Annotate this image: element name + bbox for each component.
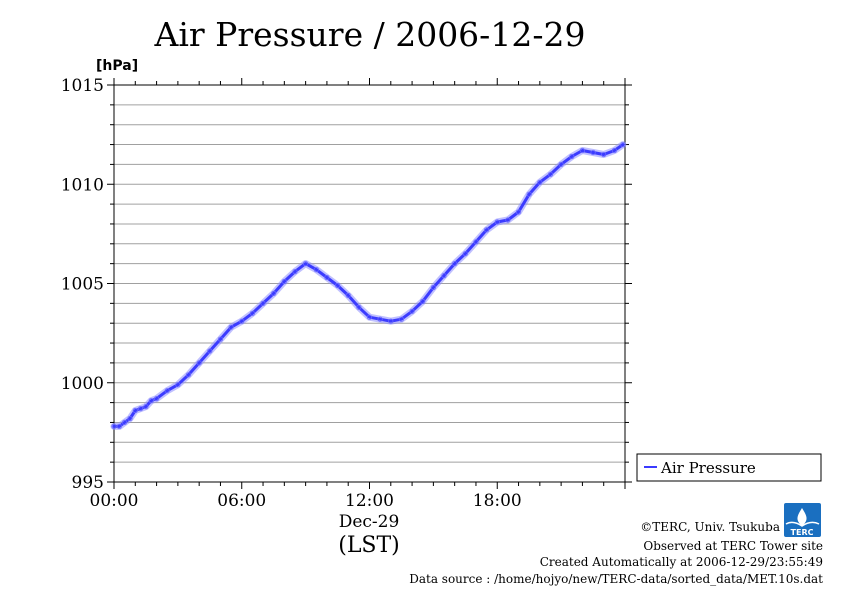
- x-axis-date-label: Dec-29: [339, 512, 400, 532]
- data-point: [281, 278, 287, 285]
- y-tick-labels: 1015 1010 1005 1000 995: [61, 76, 104, 493]
- data-point: [164, 388, 170, 394]
- y-axis-unit-label: [hPa]: [96, 58, 138, 74]
- data-point: [302, 260, 309, 267]
- data-point: [249, 310, 255, 316]
- legend: Air Pressure: [636, 453, 822, 482]
- data-point: [127, 415, 133, 422]
- data-point: [324, 274, 330, 281]
- data-point: [122, 419, 128, 425]
- data-point: [569, 153, 575, 160]
- data-point: [185, 372, 192, 378]
- data-point: [292, 268, 298, 275]
- data-point: [116, 423, 122, 429]
- data-point: [526, 191, 532, 197]
- data-point: [111, 423, 117, 429]
- data-point: [515, 209, 522, 215]
- data-point: [462, 251, 468, 257]
- data-point: [138, 405, 144, 412]
- data-point: [207, 348, 213, 354]
- data-point: [196, 360, 202, 366]
- x-axis-timezone-label: (LST): [338, 533, 400, 558]
- series-line: [112, 143, 625, 428]
- data-point: [228, 324, 234, 330]
- data-point: [430, 284, 436, 291]
- data-point: [398, 316, 404, 322]
- credit-copyright: ©TERC, Univ. Tsukuba: [640, 520, 780, 534]
- data-point: [590, 149, 596, 156]
- x-tick-label: 06:00: [217, 491, 266, 511]
- chart-title: Air Pressure / 2006-12-29: [154, 15, 586, 54]
- data-point: [334, 282, 341, 289]
- data-point: [579, 147, 586, 154]
- data-point: [388, 318, 394, 324]
- x-tick-label: 12:00: [345, 491, 394, 511]
- legend-box: [636, 453, 822, 482]
- data-point: [441, 272, 447, 279]
- credits: ©TERC, Univ. Tsukuba Observed at TERC To…: [409, 520, 823, 586]
- data-point: [356, 304, 362, 310]
- data-point: [345, 292, 351, 298]
- data-point: [143, 403, 149, 410]
- data-point: [217, 336, 224, 342]
- x-tick-label: 00:00: [90, 491, 139, 511]
- credit-data-source: Data source : /home/hojyo/new/TERC-data/…: [409, 572, 823, 586]
- x-tick-label: 18:00: [473, 491, 522, 511]
- data-point: [473, 239, 479, 245]
- data-point: [154, 395, 160, 402]
- data-point: [537, 179, 543, 185]
- data-point: [452, 260, 458, 267]
- data-point: [620, 142, 626, 148]
- data-point: [611, 147, 618, 154]
- data-point: [494, 219, 500, 225]
- logo-text: TERC: [791, 528, 814, 537]
- terc-logo: TERC: [784, 503, 821, 537]
- data-point: [260, 300, 266, 306]
- data-point: [175, 382, 181, 388]
- data-point: [132, 407, 138, 414]
- data-point: [409, 308, 415, 314]
- data-point: [366, 314, 373, 320]
- legend-label: Air Pressure: [660, 459, 756, 477]
- grid-lines: [114, 104, 625, 463]
- data-point: [271, 290, 277, 296]
- data-point: [148, 397, 154, 404]
- x-tick-labels: 00:00 06:00 12:00 18:00: [90, 491, 522, 511]
- y-tick-label: 995: [72, 473, 104, 493]
- series-air-pressure: [110, 141, 627, 430]
- series-halo: [110, 141, 627, 430]
- axis-ticks: [107, 78, 632, 489]
- y-tick-label: 1015: [61, 76, 104, 96]
- data-point: [547, 171, 554, 177]
- data-point: [377, 316, 383, 322]
- y-tick-label: 1005: [61, 275, 104, 295]
- credit-created: Created Automatically at 2006-12-29/23:5…: [540, 555, 823, 569]
- data-point: [601, 151, 607, 158]
- data-point: [483, 227, 490, 233]
- data-point: [558, 161, 564, 167]
- data-point: [420, 298, 426, 304]
- data-point: [239, 318, 245, 324]
- data-point: [313, 266, 319, 273]
- data-point: [505, 217, 511, 223]
- y-tick-label: 1010: [61, 175, 104, 195]
- credit-site: Observed at TERC Tower site: [643, 539, 823, 553]
- y-tick-label: 1000: [61, 374, 104, 394]
